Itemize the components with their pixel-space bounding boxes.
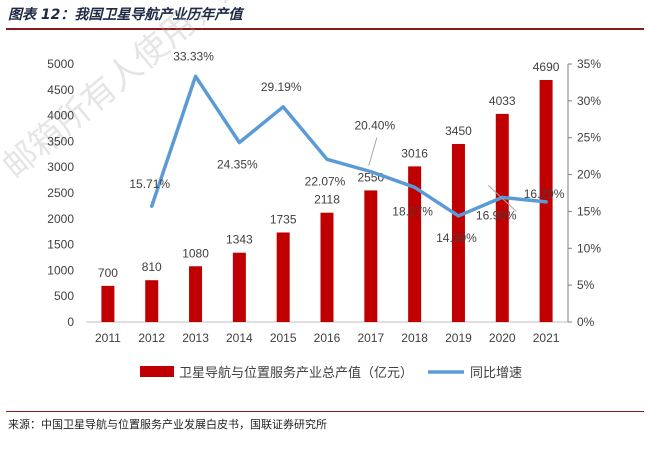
legend-bar-swatch	[140, 366, 174, 377]
bar	[145, 280, 159, 322]
growth-data-label: 14.39%	[436, 231, 477, 245]
x-tick-label: 2016	[314, 331, 341, 345]
bar-data-label: 1080	[182, 246, 209, 260]
x-tick-label: 2011	[95, 331, 121, 345]
source-note: 来源：中国卫星导航与位置服务产业发展白皮书，国联证券研究所	[8, 418, 327, 431]
bar	[276, 232, 290, 322]
growth-line	[149, 74, 548, 218]
bar	[451, 143, 465, 322]
growth-data-label: 29.19%	[261, 80, 302, 94]
bar	[101, 285, 115, 322]
y-left-tick-label: 3000	[47, 160, 74, 174]
y-left-tick-label: 500	[54, 289, 74, 303]
y-left-tick-label: 4500	[47, 83, 74, 97]
x-tick-label: 2014	[226, 331, 253, 345]
bar-data-label: 1735	[270, 212, 297, 226]
source-divider	[6, 411, 644, 412]
growth-data-label: 33.33%	[173, 49, 214, 63]
growth-data-label: 15.71%	[129, 177, 170, 191]
growth-data-label: 22.07%	[305, 174, 346, 188]
title-divider	[6, 28, 644, 30]
y-right-tick-label: 30%	[577, 94, 601, 108]
bar-data-label: 4033	[489, 94, 516, 108]
x-tick-label: 2017	[357, 331, 384, 345]
bar-data-label: 3450	[445, 124, 472, 138]
y-right-tick-label: 5%	[577, 278, 595, 292]
bar-data-label: 810	[142, 260, 162, 274]
y-left-tick-label: 1500	[47, 238, 74, 252]
leader-line	[368, 137, 378, 166]
growth-data-label: 16.90%	[476, 208, 517, 222]
x-tick-label: 2021	[533, 331, 560, 345]
x-tick-label: 2020	[489, 331, 516, 345]
bar-data-label: 4690	[533, 60, 560, 74]
bar-data-label: 1343	[226, 233, 253, 247]
bar	[320, 212, 334, 322]
growth-data-label: 18.27%	[392, 204, 433, 218]
y-left-tick-label: 5000	[47, 57, 74, 71]
growth-data-label: 24.35%	[217, 158, 258, 172]
figure-title: 图表 12：我国卫星导航产业历年产值	[8, 7, 243, 23]
bar-data-label: 2118	[314, 193, 340, 207]
y-left-tick-label: 0	[67, 315, 74, 329]
bar-data-label: 700	[98, 266, 118, 280]
y-right-tick-label: 20%	[577, 168, 601, 182]
y-right-tick-label: 15%	[577, 204, 601, 218]
x-tick-label: 2015	[270, 331, 297, 345]
legend-line-label: 同比增速	[470, 365, 522, 380]
y-left-tick-label: 3500	[47, 134, 74, 148]
x-tick-label: 2012	[138, 331, 165, 345]
leader-line	[487, 185, 517, 212]
y-right-tick-label: 25%	[577, 131, 601, 145]
bar	[495, 113, 509, 322]
x-tick-label: 2019	[445, 331, 472, 345]
x-tick-label: 2018	[401, 331, 428, 345]
bar	[232, 252, 246, 322]
y-left-tick-label: 4000	[47, 109, 74, 123]
bar	[408, 166, 422, 322]
x-tick-label: 2013	[182, 331, 209, 345]
bar-data-label: 3016	[401, 146, 428, 160]
legend-bar-label: 卫星导航与位置服务产业总产值（亿元）	[179, 365, 413, 380]
y-right-tick-label: 35%	[577, 57, 601, 71]
growth-data-label: 16.29%	[524, 187, 565, 201]
growth-data-label: 20.40%	[354, 119, 395, 133]
y-left-tick-label: 2000	[47, 212, 74, 226]
y-right-tick-label: 10%	[577, 241, 601, 255]
y-left-tick-label: 1000	[47, 263, 74, 277]
bar	[189, 266, 203, 322]
bar	[364, 190, 378, 322]
y-right-tick-label: 0%	[577, 315, 595, 329]
y-left-tick-label: 2500	[47, 186, 74, 200]
